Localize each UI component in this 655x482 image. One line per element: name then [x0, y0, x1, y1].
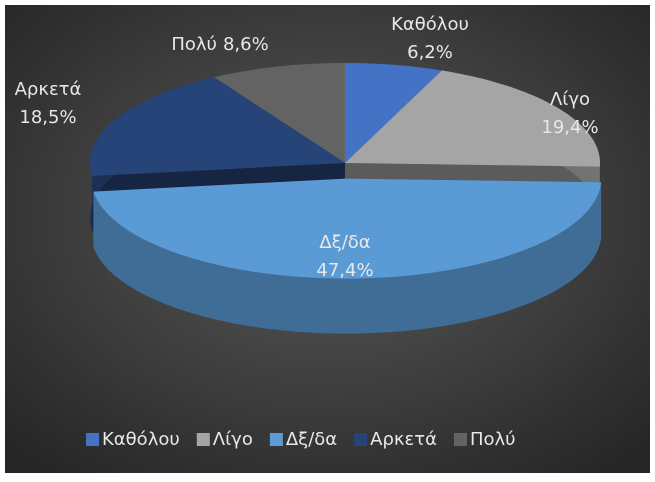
slice	[345, 70, 600, 167]
slice	[93, 178, 602, 279]
slice	[90, 77, 345, 176]
labels: Καθόλου 6,2% Λίγο 19,4% Δξ/δα 47,4% Αρκετά 18,5…	[15, 14, 599, 281]
legend-label: Καθόλου	[102, 429, 180, 450]
legend-label: Πολύ	[470, 429, 516, 450]
legend-swatch	[269, 433, 283, 446]
legend-label: Αρκετά	[370, 429, 437, 450]
data-label: Πολύ 8,6%	[171, 34, 268, 55]
data-label-value: 6,2%	[407, 42, 453, 63]
data-label-category: Δξ/δα	[319, 232, 370, 253]
legend-swatch	[196, 433, 210, 446]
legend-label: Δξ/δα	[286, 429, 337, 450]
legend-label: Λίγο	[213, 429, 253, 450]
slice-wall	[93, 182, 602, 334]
legend: Καθόλου Λίγο Δξ/δα Αρκετά Πολύ	[86, 429, 516, 450]
legend-swatch	[453, 433, 467, 446]
data-label-value: 47,4%	[316, 260, 373, 281]
slice	[213, 63, 345, 163]
slice	[93, 178, 602, 334]
legend-swatch	[354, 433, 368, 446]
data-label-category: Λίγο	[550, 89, 590, 110]
slice	[345, 63, 442, 163]
data-label-category: Πολύ	[171, 34, 217, 55]
data-label-value: 19,4%	[541, 117, 598, 138]
data-label-value: 18,5%	[19, 107, 76, 128]
data-label-category: Αρκετά	[15, 79, 82, 100]
legend-swatch	[86, 433, 99, 446]
data-label-value: 8,6%	[223, 34, 269, 55]
data-label-category: Καθόλου	[391, 14, 469, 35]
pie	[90, 63, 602, 334]
